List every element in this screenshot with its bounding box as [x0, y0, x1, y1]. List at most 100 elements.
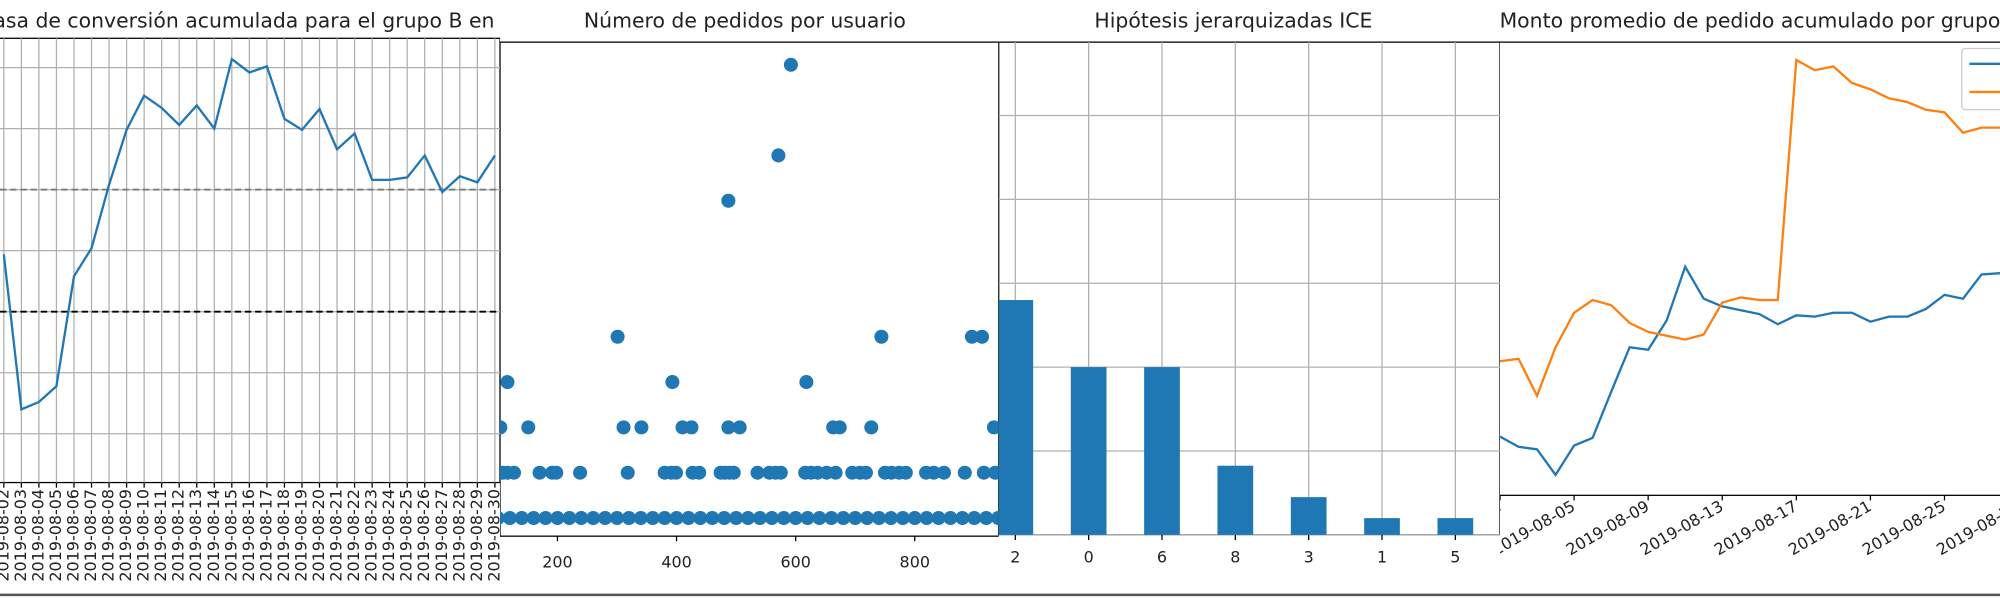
x-tick-label: 2	[1010, 547, 1020, 566]
point	[771, 148, 786, 163]
chart-title: Hipótesis jerarquizadas ICE	[1094, 9, 1372, 33]
point	[506, 465, 522, 480]
point	[621, 511, 636, 526]
point	[848, 511, 863, 526]
line	[1500, 264, 2000, 477]
point	[657, 511, 672, 526]
point	[967, 511, 982, 526]
point	[550, 511, 565, 526]
x-tick-label: 5	[1450, 547, 1460, 566]
point	[752, 511, 767, 526]
x-tick-label: 0	[1084, 547, 1094, 566]
x-tick-label: 3	[1304, 547, 1314, 566]
point	[788, 511, 803, 526]
point	[616, 420, 631, 435]
x-tick-label: 400	[661, 552, 691, 571]
x-tick-label: 2019-08-24	[379, 489, 398, 582]
x-tick-label: 2019-08-22	[344, 489, 363, 582]
point	[574, 511, 589, 526]
x-tick-label: 1	[1377, 547, 1387, 566]
x-tick-label: 2019-08-29	[467, 489, 486, 582]
x-tick-label: 800	[900, 552, 930, 571]
point	[526, 511, 541, 526]
point	[717, 511, 732, 526]
bar	[998, 300, 1034, 535]
x-tick-label: 2019-08-03	[11, 489, 30, 582]
point	[586, 511, 601, 526]
x-tick-label: 2019-08-02	[0, 489, 12, 582]
chart-title: Número de pedidos por usuario	[584, 9, 906, 33]
point	[964, 329, 979, 344]
x-tick-label: 2019-08-10	[134, 489, 153, 582]
x-tick-label: 600	[780, 552, 810, 571]
point	[926, 465, 941, 480]
x-tick-label: 2019-08-04	[28, 489, 47, 582]
point	[936, 465, 951, 480]
point	[907, 511, 922, 526]
x-tick-label: 2019-08-26	[414, 489, 433, 582]
point	[562, 511, 577, 526]
chart-title: Monto promedio de pedido acumulado por g…	[1500, 9, 2000, 33]
point	[741, 511, 756, 526]
x-tick-label: 200	[542, 552, 572, 571]
bar	[1144, 367, 1180, 535]
plot-frame	[0, 37, 500, 484]
point	[598, 511, 613, 526]
point	[783, 57, 798, 72]
point	[836, 511, 851, 526]
point	[633, 511, 648, 526]
x-tick-label: 2019-08-17	[256, 489, 275, 582]
x-tick-label: 2019-08-16	[239, 489, 258, 582]
x-tick-label: 2019-08-20	[309, 489, 328, 582]
point	[975, 329, 990, 344]
x-tick-label: 2019-08-11	[151, 489, 170, 582]
x-tick-label: 2019-08-27	[432, 489, 451, 582]
line	[1500, 58, 2000, 399]
point	[549, 465, 564, 480]
point	[609, 511, 625, 526]
point	[943, 511, 958, 526]
x-tick-label: 2019-08-14	[204, 489, 223, 582]
chart-title: tasa de conversión acumulada para el gru…	[0, 9, 512, 33]
x-tick-label: 2019-08-18	[274, 489, 293, 582]
point	[721, 193, 736, 208]
point	[976, 465, 991, 480]
x-tick-label: 2019-08-25	[397, 489, 416, 582]
point	[799, 375, 814, 390]
point	[860, 511, 875, 526]
bar	[1290, 497, 1327, 535]
point	[620, 465, 635, 480]
point	[532, 465, 547, 480]
bar	[1070, 367, 1107, 535]
point	[773, 465, 788, 480]
x-tick-label: 2019-08-19	[291, 489, 310, 582]
point	[721, 420, 736, 435]
point	[729, 511, 744, 526]
point	[800, 511, 815, 526]
point	[692, 465, 707, 480]
x-tick-label: 2019-08-15	[221, 489, 240, 582]
point	[514, 511, 529, 526]
panel: tasa de conversión acumulada para el gru…	[0, 9, 512, 582]
panel: Número de pedidos por usuario 200 400 600 80…	[500, 9, 999, 571]
point	[858, 465, 873, 480]
point	[705, 511, 720, 526]
point	[665, 375, 680, 390]
point	[872, 511, 887, 526]
legend-box	[1961, 47, 2000, 111]
point	[828, 465, 843, 480]
x-tick-label: 2019-08-23	[362, 489, 381, 582]
x-tick-label: 2019-08-12	[169, 489, 188, 582]
point	[979, 511, 994, 526]
point	[500, 420, 508, 435]
x-tick-label: 2019-08-07	[81, 489, 100, 582]
x-tick-label: 8	[1230, 547, 1240, 566]
point	[681, 511, 696, 526]
point	[521, 420, 536, 435]
point	[502, 511, 517, 526]
point	[919, 511, 934, 526]
x-tick-label: 2019-08-30	[484, 489, 503, 582]
point	[832, 420, 847, 435]
